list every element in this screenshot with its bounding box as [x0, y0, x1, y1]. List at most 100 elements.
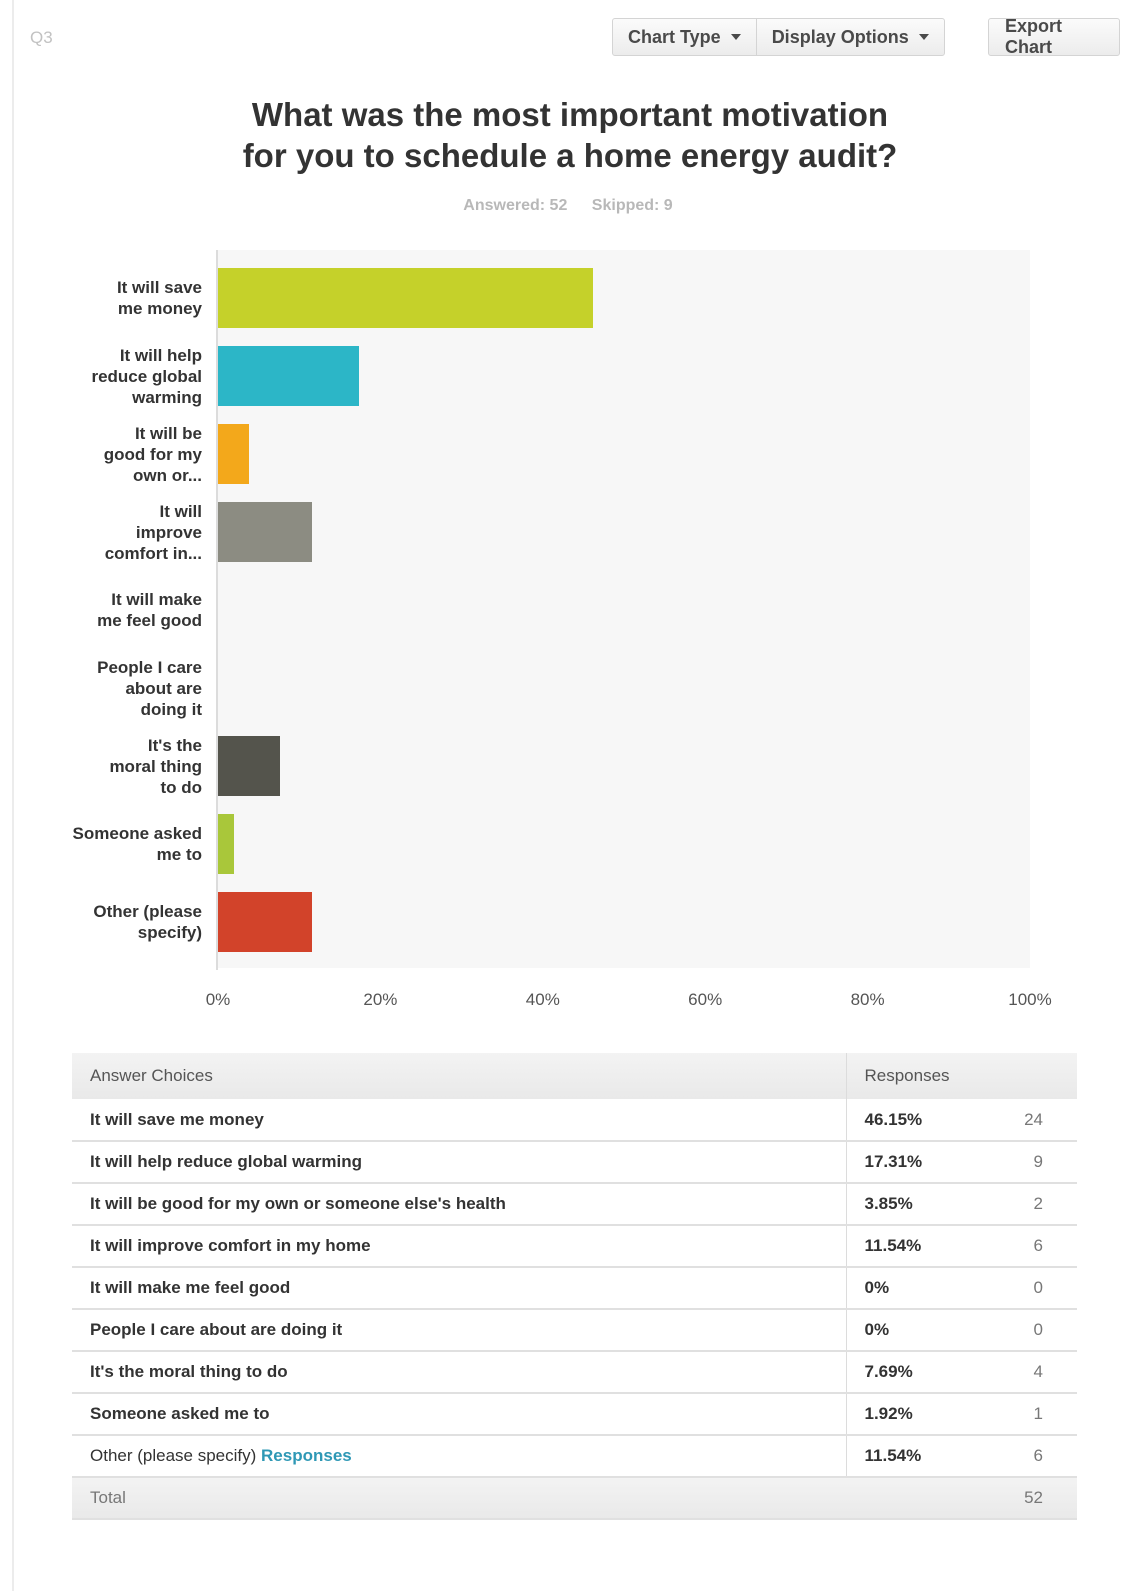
- x-tick-label: 40%: [525, 990, 560, 1009]
- category-label-line: good for my: [103, 444, 202, 464]
- table-row: It will be good for my own or someone el…: [72, 1183, 1077, 1226]
- category-label-line: to do: [160, 777, 202, 797]
- table-row: It will improve comfort in my home 11.54%…: [72, 1225, 1077, 1268]
- category-label-line: me to: [156, 845, 202, 864]
- category-label-line: It will save: [116, 278, 202, 297]
- chevron-down-icon: [730, 34, 741, 40]
- chevron-down-icon: [918, 34, 929, 40]
- table-row: It's the moral thing to do 7.69% 4: [72, 1351, 1077, 1394]
- percent-cell: 11.54%: [845, 1435, 966, 1478]
- category-label: It will help reduce global warming: [20, 345, 202, 408]
- answer-cell: It will make me feel good: [72, 1267, 846, 1310]
- percent-cell: 0%: [845, 1309, 966, 1352]
- answer-cell: Other (please specify) Responses: [72, 1435, 846, 1478]
- table-row: It will save me money 46.15% 24: [72, 1099, 1077, 1142]
- category-label-line: Other (please: [93, 902, 202, 921]
- header-responses: Responses: [845, 1053, 1077, 1099]
- x-tick-label: 80%: [850, 990, 885, 1009]
- count-cell: 6: [966, 1435, 1077, 1478]
- percent-cell: 0%: [845, 1267, 966, 1310]
- total-label: Total: [72, 1477, 846, 1520]
- chart-type-label: Chart Type: [628, 26, 721, 47]
- bar-it-will-save-me-money: [218, 268, 593, 328]
- category-label: It's the moral thing to do: [20, 735, 202, 798]
- display-options-label: Display Options: [771, 26, 909, 47]
- answer-cell: It will help reduce global warming: [72, 1141, 846, 1184]
- answer-cell: People I care about are doing it: [72, 1309, 846, 1352]
- count-cell: 24: [966, 1099, 1077, 1142]
- category-label-line: specify): [137, 923, 202, 942]
- bar-other-please-specify: [218, 892, 312, 952]
- responses-link[interactable]: Responses: [261, 1446, 352, 1465]
- answer-cell: It's the moral thing to do: [72, 1351, 846, 1394]
- display-options-button[interactable]: Display Options: [755, 19, 944, 55]
- category-label-line: improve: [135, 522, 202, 542]
- category-label-line: about are: [125, 678, 202, 698]
- answer-cell: Someone asked me to: [72, 1393, 846, 1436]
- bar-someone-asked-me-to: [218, 814, 234, 874]
- count-cell: 6: [966, 1225, 1077, 1268]
- percent-cell: 17.31%: [845, 1141, 966, 1184]
- chart-title-line-2: for you to schedule a home energy audit?: [242, 137, 898, 174]
- bar-it-s-the-moral-thing-to-do: [218, 736, 281, 796]
- chart-button-group: Chart Type Display Options: [612, 18, 945, 56]
- category-label-line: People I care: [97, 657, 202, 677]
- chart-title-line-1: What was the most important motivation: [251, 96, 889, 133]
- answer-text: Other (please specify): [90, 1446, 257, 1465]
- export-chart-button[interactable]: Export Chart: [988, 16, 1120, 57]
- percent-cell: 7.69%: [845, 1351, 966, 1394]
- category-label-line: me feel good: [97, 611, 202, 630]
- total-count: 52: [966, 1477, 1077, 1520]
- table-row: It will help reduce global warming 17.31%…: [72, 1141, 1077, 1184]
- category-label: It will improve comfort in...: [20, 501, 202, 564]
- category-label-line: moral thing: [109, 756, 202, 776]
- answer-cell: It will improve comfort in my home: [72, 1225, 846, 1268]
- table-row: Someone asked me to 1.92% 1: [72, 1393, 1077, 1436]
- category-label: It will make me feel good: [20, 589, 202, 631]
- category-label-line: comfort in...: [104, 543, 202, 563]
- percent-cell: 46.15%: [845, 1099, 966, 1142]
- category-label: It will save me money: [20, 277, 202, 319]
- category-label-line: It will help: [119, 345, 202, 365]
- bar-it-will-improve-comfort-in: [218, 502, 312, 562]
- total-spacer: [846, 1477, 966, 1520]
- category-label-line: It will: [159, 501, 203, 521]
- answered-count: Answered: 52: [463, 197, 568, 214]
- count-cell: 4: [966, 1351, 1077, 1394]
- count-cell: 0: [966, 1267, 1077, 1310]
- question-toolbar: Q3 Chart Type Display Options Export Cha…: [20, 16, 1120, 60]
- chart-type-button[interactable]: Chart Type: [613, 19, 756, 55]
- category-label-line: Someone asked: [72, 824, 202, 843]
- table-row: People I care about are doing it 0% 0: [72, 1309, 1077, 1352]
- category-label-line: doing it: [140, 699, 202, 719]
- percent-cell: 3.85%: [845, 1183, 966, 1226]
- page-left-border: [12, 0, 14, 1591]
- answer-cell: It will be good for my own or someone el…: [72, 1183, 846, 1226]
- category-label-line: It's the: [147, 735, 202, 755]
- table-row-total: Total 52: [72, 1477, 1077, 1520]
- percent-cell: 1.92%: [845, 1393, 966, 1436]
- question-id: Q3: [30, 28, 53, 47]
- x-tick-label: 100%: [1008, 990, 1052, 1009]
- category-label-line: warming: [132, 387, 202, 407]
- count-cell: 9: [966, 1141, 1077, 1184]
- chart-title: What was the most important motivation f…: [150, 94, 990, 176]
- table-row: It will make me feel good 0% 0: [72, 1267, 1077, 1310]
- category-label: Someone asked me to: [20, 823, 202, 865]
- answer-cell: It will save me money: [72, 1099, 846, 1142]
- header-answer-choices: Answer Choices: [72, 1053, 846, 1099]
- skipped-count: Skipped: 9: [591, 197, 673, 214]
- bar-it-will-help-reduce-global-warming: [218, 346, 359, 406]
- count-cell: 0: [966, 1309, 1077, 1352]
- table-header-row: Answer Choices Responses: [72, 1053, 1077, 1099]
- category-label-line: reduce global: [91, 366, 202, 386]
- category-label-line: It will make: [111, 590, 202, 609]
- category-label-line: It will be: [134, 423, 202, 443]
- percent-cell: 11.54%: [845, 1225, 966, 1268]
- chart-y-axis-line: [216, 250, 218, 970]
- x-tick-label: 20%: [363, 990, 398, 1009]
- x-tick-label: 60%: [688, 990, 723, 1009]
- response-stats: Answered: 52 Skipped: 9: [0, 197, 1136, 215]
- count-cell: 1: [966, 1393, 1077, 1436]
- category-label: It will be good for my own or...: [20, 423, 202, 486]
